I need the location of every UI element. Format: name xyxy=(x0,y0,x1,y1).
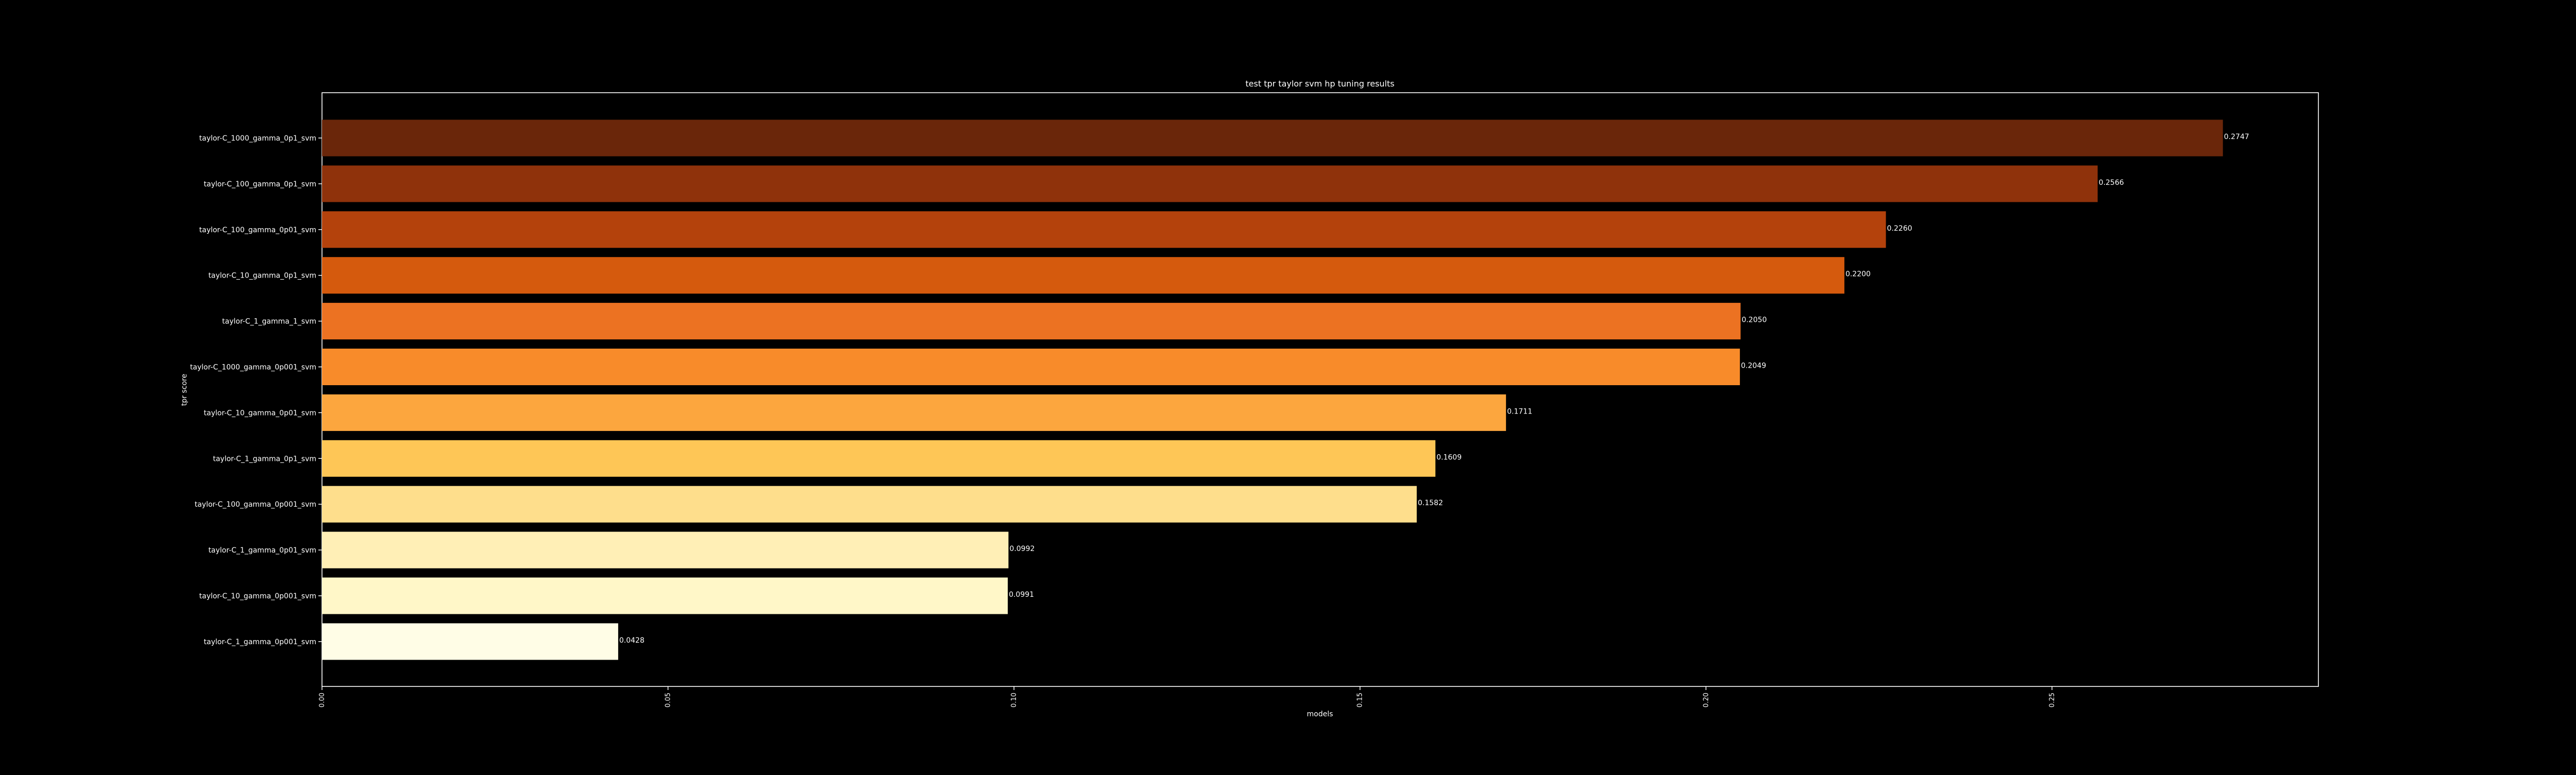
bar xyxy=(322,257,1844,294)
y-tick-label: taylor-C_1000_gamma_0p001_svm xyxy=(190,364,316,372)
bars-group xyxy=(322,119,2223,660)
bar xyxy=(322,440,1436,477)
bar xyxy=(322,211,1886,248)
bar xyxy=(322,303,1741,340)
data-label: 0.2050 xyxy=(1741,316,1767,324)
y-axis-label: tpr score xyxy=(180,374,189,406)
x-tick-label: 0.15 xyxy=(1357,693,1364,708)
data-label: 0.2049 xyxy=(1741,362,1766,370)
bar xyxy=(322,486,1417,523)
y-tick-label: taylor-C_100_gamma_0p001_svm xyxy=(195,501,316,509)
data-label: 0.1609 xyxy=(1436,453,1462,461)
y-tick-label: taylor-C_1_gamma_1_svm xyxy=(222,318,316,326)
y-tick-label: taylor-C_1000_gamma_0p1_svm xyxy=(199,134,316,143)
data-label: 0.1711 xyxy=(1507,407,1532,416)
y-tick-label: taylor-C_1_gamma_0p001_svm xyxy=(204,638,316,646)
y-tick-label: taylor-C_100_gamma_0p1_svm xyxy=(204,180,316,188)
x-axis-label: models xyxy=(1307,710,1333,718)
y-tick-label: taylor-C_10_gamma_0p001_svm xyxy=(199,592,316,600)
data-label: 0.0991 xyxy=(1009,591,1034,599)
bar xyxy=(322,165,2098,202)
data-label: 0.0428 xyxy=(619,636,645,645)
y-tick-label: taylor-C_100_gamma_0p01_svm xyxy=(199,226,316,234)
data-label: 0.2260 xyxy=(1887,225,1912,233)
x-tick-label: 0.05 xyxy=(665,693,672,708)
x-tick-label: 0.25 xyxy=(2048,693,2056,708)
bar xyxy=(322,531,1009,569)
plot-frame xyxy=(321,92,2319,687)
x-tick-label: 0.10 xyxy=(1010,693,1018,708)
y-tick-labels: taylor-C_1000_gamma_0p1_svm taylor-C_100_… xyxy=(190,134,322,646)
x-tick-label: 0.00 xyxy=(318,693,326,708)
data-label: 0.0992 xyxy=(1009,545,1035,553)
data-label: 0.1582 xyxy=(1418,499,1443,507)
data-label: 0.2747 xyxy=(2224,133,2249,141)
y-tick-label: taylor-C_1_gamma_0p01_svm xyxy=(208,546,316,555)
bar xyxy=(322,394,1506,431)
data-labels: 0.2747 0.2566 0.2260 0.2200 0.2050 0.2049 0.17… xyxy=(619,133,2249,645)
bar xyxy=(322,623,618,660)
x-axis-ticks: 0.00 0.05 0.10 0.15 0.20 0.25 xyxy=(318,686,2056,708)
y-tick-label: taylor-C_10_gamma_0p1_svm xyxy=(208,272,316,280)
bar xyxy=(322,119,2223,157)
bar xyxy=(322,577,1008,614)
bar xyxy=(322,349,1740,385)
data-label: 0.2200 xyxy=(1845,270,1871,279)
x-tick-label: 0.20 xyxy=(1702,693,1710,708)
y-tick-label: taylor-C_1_gamma_0p1_svm xyxy=(213,455,316,463)
data-label: 0.2566 xyxy=(2099,179,2124,187)
y-tick-label: taylor-C_10_gamma_0p01_svm xyxy=(204,409,316,417)
chart-title: test tpr taylor svm hp tuning results xyxy=(1245,79,1394,89)
